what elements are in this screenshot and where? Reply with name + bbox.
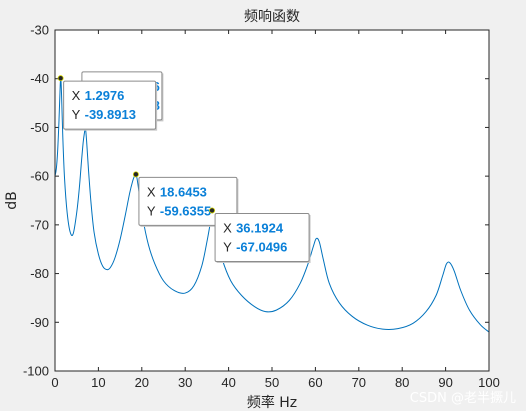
datatip-x-value: 1.2976 [85, 88, 125, 103]
datatip-x-value: 18.6453 [160, 184, 207, 199]
y-tick-label: -90 [30, 315, 49, 330]
x-tick-label: 10 [91, 375, 105, 390]
x-tick-label: 20 [135, 375, 149, 390]
datatip-x-key: X [72, 88, 81, 103]
x-tick-label: 90 [438, 375, 452, 390]
datatip-marker[interactable] [57, 75, 64, 82]
x-tick-label: 70 [352, 375, 366, 390]
datatip-x-key: X [147, 184, 156, 199]
datatip-box [63, 80, 157, 130]
watermark-text: CSDN @老半撅儿 [410, 391, 516, 406]
x-tick-label: 100 [478, 375, 500, 390]
y-axis-label: dB [4, 191, 20, 210]
plot-frame [54, 29, 490, 372]
datatip-y-key: Y [72, 107, 81, 122]
datatip-y-key: Y [147, 203, 156, 218]
datatip-marker[interactable] [209, 207, 216, 214]
x-tick-label: 50 [265, 375, 279, 390]
datatip-y-value: -59.6355 [160, 203, 211, 218]
y-tick-label: -70 [30, 217, 49, 232]
x-tick-label: 0 [51, 375, 58, 390]
y-tick-label: -60 [30, 169, 49, 184]
x-tick-label: 80 [395, 375, 409, 390]
datatip-y-key: Y [223, 239, 232, 254]
x-tick-label: 60 [308, 375, 322, 390]
y-tick-label: -80 [30, 266, 49, 281]
datatip-marker[interactable] [132, 171, 139, 178]
y-tick-label: -50 [30, 120, 49, 135]
series-layer [54, 77, 490, 333]
datatip-x-value: 36.1924 [236, 220, 284, 235]
y-tick-label: -40 [30, 71, 49, 86]
datatip-y-value: -67.0496 [236, 239, 287, 254]
datatip-1[interactable]: X 1.2976 Y -39.8913 [57, 75, 158, 131]
x-axis-label: 频率 Hz [247, 394, 297, 411]
x-tick-label: 30 [178, 375, 192, 390]
datatips-layer: 7648X1.2976Y-39.8913X18.6453Y-59.6355X36… [57, 71, 311, 263]
datatip-3[interactable]: X 36.1924 Y -67.0496 [209, 207, 311, 263]
chart-title: 频响函数 [244, 9, 300, 25]
y-tick-label: -100 [23, 364, 49, 379]
x-tick-label: 40 [221, 375, 235, 390]
axis-ticks: 0 10 20 30 40 50 60 70 80 90 100 -30 -40 -50 -60 -70 -80… [23, 23, 500, 391]
datatip-x-key: X [223, 220, 232, 235]
datatip-box [214, 212, 310, 262]
series-line [54, 77, 490, 333]
datatip-y-value: -39.8913 [85, 107, 136, 122]
y-tick-label: -30 [30, 23, 49, 38]
